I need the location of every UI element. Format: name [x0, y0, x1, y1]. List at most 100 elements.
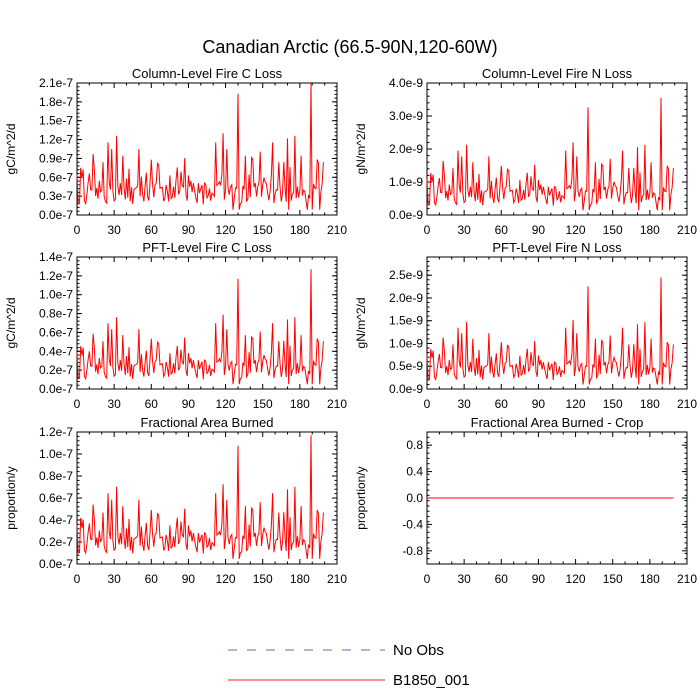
y-tick-label: 0.4e-7 — [39, 513, 73, 527]
x-tick-label: 30 — [107, 223, 121, 237]
x-tick-label: 120 — [566, 572, 586, 586]
y-tick-label: 1.8e-7 — [39, 95, 73, 109]
x-tick-label: 210 — [677, 572, 697, 586]
x-tick-label: 30 — [457, 397, 471, 411]
y-tick-label: 4.0e-9 — [389, 76, 423, 90]
y-tick-label: 0.8e-7 — [39, 307, 73, 321]
x-tick-label: 120 — [566, 397, 586, 411]
x-tick-label: 180 — [640, 223, 660, 237]
panel-title: Fractional Area Burned — [141, 415, 274, 430]
figure-title: Canadian Arctic (66.5-90N,120-60W) — [202, 37, 497, 57]
x-tick-label: 0 — [74, 223, 81, 237]
x-tick-label: 210 — [677, 397, 697, 411]
x-tick-label: 180 — [290, 223, 310, 237]
y-tick-label: 0.8e-7 — [39, 469, 73, 483]
x-tick-label: 150 — [253, 397, 273, 411]
y-tick-label: 1.0e-9 — [389, 336, 423, 350]
x-tick-label: 120 — [216, 572, 236, 586]
x-tick-label: 0 — [74, 397, 81, 411]
y-tick-label: 1.2e-7 — [39, 269, 73, 283]
x-tick-label: 90 — [532, 397, 546, 411]
legend-label-1: No Obs — [393, 642, 444, 659]
y-tick-label: 0.3e-7 — [39, 189, 73, 203]
y-tick-label: 0.2e-7 — [39, 363, 73, 377]
x-tick-label: 180 — [290, 572, 310, 586]
y-tick-label: 2.1e-7 — [39, 76, 73, 90]
x-tick-label: 150 — [253, 223, 273, 237]
y-tick-label: 3.0e-9 — [389, 109, 423, 123]
x-tick-label: 0 — [424, 223, 431, 237]
panel-4: PFT-Level Fire N Loss gN/m^2/d 0 30 60 90 120 1… — [354, 240, 697, 411]
panel-title: PFT-Level Fire C Loss — [142, 240, 272, 255]
x-tick-label: 30 — [457, 223, 471, 237]
x-tick-label: 210 — [327, 223, 347, 237]
series-line — [76, 435, 324, 559]
legend: No Obs B1850_001 — [228, 642, 470, 689]
x-tick-label: 120 — [216, 397, 236, 411]
y-axis-label: gN/m^2/d — [354, 298, 368, 349]
x-tick-label: 120 — [216, 223, 236, 237]
y-tick-label: 0.2e-7 — [39, 535, 73, 549]
x-tick-label: 90 — [182, 397, 196, 411]
x-tick-label: 30 — [107, 572, 121, 586]
y-axis-label: proportion/y — [354, 466, 368, 529]
series-line — [426, 277, 674, 385]
x-tick-label: 90 — [532, 223, 546, 237]
panel-1: Column-Level Fire C Loss gC/m^2/d 0 30 60 90 1… — [4, 66, 347, 237]
x-tick-label: 90 — [532, 572, 546, 586]
series-line — [76, 82, 324, 210]
y-tick-label: 0.4e-7 — [39, 344, 73, 358]
x-tick-label: 120 — [566, 223, 586, 237]
x-tick-label: 180 — [640, 397, 660, 411]
y-tick-label: 1.0e-7 — [39, 288, 73, 302]
y-tick-label: -0.8 — [402, 544, 423, 558]
x-tick-label: 210 — [327, 397, 347, 411]
panel-5: Fractional Area Burned proportion/y 0 30 60 9… — [4, 415, 347, 586]
panel-6: Fractional Area Burned - Crop proportion/… — [354, 415, 697, 586]
x-tick-label: 60 — [495, 572, 509, 586]
legend-label-2: B1850_001 — [393, 672, 470, 689]
y-tick-label: -0.4 — [402, 517, 423, 531]
x-tick-label: 30 — [457, 572, 471, 586]
y-tick-label: 1.5e-7 — [39, 114, 73, 128]
panel-title: PFT-Level Fire N Loss — [492, 240, 622, 255]
y-tick-label: 0.0e-7 — [39, 557, 73, 571]
y-tick-label: 0.0e-7 — [39, 382, 73, 396]
x-tick-label: 0 — [424, 572, 431, 586]
y-axis-label: gN/m^2/d — [354, 124, 368, 175]
x-tick-label: 60 — [495, 397, 509, 411]
y-tick-label: 0.6e-7 — [39, 491, 73, 505]
x-tick-label: 180 — [640, 572, 660, 586]
plot-frame — [76, 256, 338, 390]
plot-frame — [76, 82, 338, 216]
x-tick-label: 90 — [182, 223, 196, 237]
panel-title: Fractional Area Burned - Crop — [471, 415, 644, 430]
x-tick-label: 150 — [603, 223, 623, 237]
y-tick-label: 0.0e-7 — [39, 208, 73, 222]
x-tick-label: 60 — [145, 397, 159, 411]
y-tick-label: 1.2e-7 — [39, 133, 73, 147]
y-tick-label: 1.5e-9 — [389, 314, 423, 328]
y-tick-label: 0.0e-9 — [389, 208, 423, 222]
y-tick-label: 0.8 — [406, 438, 423, 452]
x-tick-label: 210 — [677, 223, 697, 237]
y-tick-label: 1.0e-7 — [39, 447, 73, 461]
panel-title: Column-Level Fire N Loss — [482, 66, 633, 81]
y-axis-label: gC/m^2/d — [4, 298, 18, 349]
x-tick-label: 0 — [74, 572, 81, 586]
y-tick-label: 0.0e-9 — [389, 382, 423, 396]
y-tick-label: 0.6e-7 — [39, 170, 73, 184]
series-line — [76, 269, 324, 385]
panels: Column-Level Fire C Loss gC/m^2/d 0 30 60 90 1… — [4, 66, 697, 586]
x-tick-label: 60 — [495, 223, 509, 237]
y-tick-label: 0.9e-7 — [39, 151, 73, 165]
x-tick-label: 90 — [182, 572, 196, 586]
y-tick-label: 2.5e-9 — [389, 268, 423, 282]
x-tick-label: 60 — [145, 223, 159, 237]
panel-2: Column-Level Fire N Loss gN/m^2/d 0 30 60 90 1… — [354, 66, 697, 237]
x-tick-label: 210 — [327, 572, 347, 586]
y-tick-label: 0.0 — [406, 491, 423, 505]
y-tick-label: 1.0e-9 — [389, 175, 423, 189]
y-tick-label: 2.0e-9 — [389, 142, 423, 156]
